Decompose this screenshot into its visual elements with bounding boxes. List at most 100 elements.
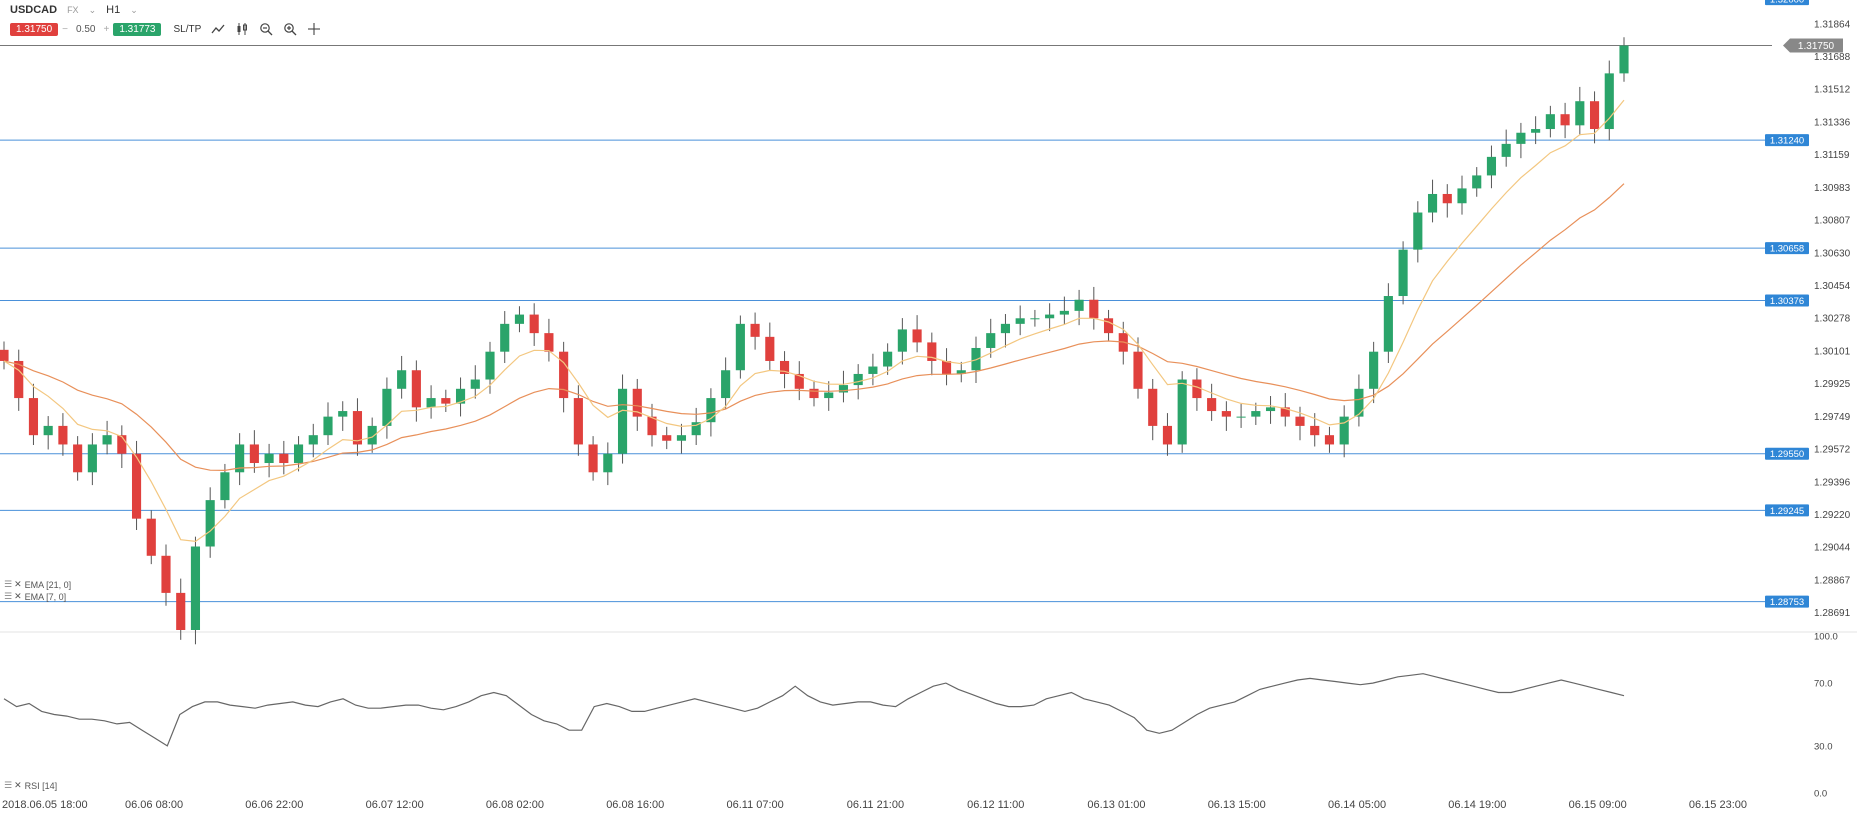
timeframe-selector[interactable]: H1 <box>106 4 121 16</box>
candle[interactable] <box>765 336 775 361</box>
candle[interactable] <box>514 314 525 324</box>
candle[interactable] <box>352 411 363 445</box>
candle[interactable] <box>927 342 937 361</box>
candle[interactable] <box>1442 193 1452 204</box>
candle[interactable] <box>721 370 731 399</box>
candle[interactable] <box>102 435 112 445</box>
hline-label-box[interactable] <box>1765 504 1809 517</box>
candle[interactable] <box>1501 143 1511 157</box>
candle[interactable] <box>883 351 893 367</box>
menu-icon[interactable]: ☰ <box>4 579 12 589</box>
candle[interactable] <box>1531 129 1541 133</box>
candle[interactable] <box>794 373 804 389</box>
rsi-line[interactable] <box>3 673 1625 747</box>
candle[interactable] <box>897 329 907 352</box>
ema21-line[interactable] <box>3 183 1625 472</box>
candle[interactable] <box>87 444 97 473</box>
buy-button[interactable]: 1.31773 <box>113 22 162 36</box>
close-icon[interactable]: ✕ <box>14 579 22 589</box>
candle[interactable] <box>308 435 318 445</box>
candle[interactable] <box>1207 398 1217 412</box>
line-chart-icon[interactable] <box>211 22 225 36</box>
hline-label-box[interactable] <box>1765 242 1809 255</box>
candle[interactable] <box>220 472 230 501</box>
candle[interactable] <box>1324 435 1335 445</box>
hline-label-box[interactable] <box>1765 595 1809 608</box>
candle[interactable] <box>1192 379 1202 399</box>
candle[interactable] <box>1427 193 1438 213</box>
candle[interactable] <box>1045 314 1055 319</box>
candle[interactable] <box>1604 73 1614 130</box>
candle[interactable] <box>367 425 377 445</box>
candle[interactable] <box>1089 299 1099 319</box>
candle[interactable] <box>1398 249 1408 297</box>
candle[interactable] <box>73 444 83 473</box>
candle[interactable] <box>986 333 996 348</box>
candle[interactable] <box>293 444 304 464</box>
candle[interactable] <box>603 453 613 473</box>
candle[interactable] <box>1177 379 1187 445</box>
candle[interactable] <box>1162 425 1173 445</box>
candle[interactable] <box>1000 323 1011 334</box>
candle[interactable] <box>28 398 39 436</box>
legend-rsi[interactable]: ☰ ✕ RSI [14] <box>4 780 57 791</box>
chevron-down-icon[interactable]: ⌄ <box>88 4 97 15</box>
legend-ema21[interactable]: ☰ ✕ EMA [21, 0] <box>4 579 71 590</box>
candle[interactable] <box>0 349 9 361</box>
candle[interactable] <box>1516 132 1526 144</box>
candle[interactable] <box>1059 310 1069 315</box>
symbol-name[interactable]: USDCAD <box>10 4 58 16</box>
candle[interactable] <box>176 592 186 630</box>
candle[interactable] <box>426 398 436 408</box>
legend-ema7[interactable]: ☰ ✕ EMA [7, 0] <box>4 591 66 602</box>
candle[interactable] <box>971 347 981 371</box>
candle[interactable] <box>1015 318 1025 324</box>
candle[interactable] <box>941 360 952 374</box>
ema7-line[interactable] <box>3 99 1625 543</box>
candle[interactable] <box>1339 416 1349 445</box>
candle[interactable] <box>1486 156 1497 176</box>
candle[interactable] <box>529 314 539 334</box>
candle[interactable] <box>1369 351 1379 389</box>
candle[interactable] <box>1575 101 1585 126</box>
decrease-quantity-button[interactable]: − <box>62 23 68 35</box>
candle[interactable] <box>43 425 53 436</box>
crosshair-icon[interactable] <box>307 22 321 36</box>
candle[interactable] <box>735 323 745 371</box>
candle[interactable] <box>617 388 628 454</box>
candle[interactable] <box>470 379 480 389</box>
candle[interactable] <box>1560 114 1570 126</box>
candle[interactable] <box>544 333 554 352</box>
candle[interactable] <box>1074 299 1084 311</box>
candle[interactable] <box>264 453 274 464</box>
candle[interactable] <box>1295 416 1305 426</box>
candle[interactable] <box>279 453 289 464</box>
candle[interactable] <box>838 385 849 393</box>
sltp-button[interactable]: SL/TP <box>173 23 202 35</box>
candle[interactable] <box>779 360 790 374</box>
chevron-down-icon[interactable]: ⌄ <box>130 4 138 15</box>
candle[interactable] <box>1221 411 1231 417</box>
candle[interactable] <box>1383 296 1393 352</box>
candle[interactable] <box>1236 416 1246 418</box>
candle[interactable] <box>131 453 142 519</box>
candle[interactable] <box>912 329 922 343</box>
candle[interactable] <box>1103 318 1114 334</box>
sell-button[interactable]: 1.31750 <box>10 22 59 36</box>
candle[interactable] <box>750 323 760 337</box>
close-icon[interactable]: ✕ <box>14 591 22 601</box>
candle[interactable] <box>1148 388 1158 426</box>
candle[interactable] <box>1413 212 1423 250</box>
menu-icon[interactable]: ☰ <box>4 780 12 790</box>
hline-label-box[interactable] <box>1765 447 1809 460</box>
candle[interactable] <box>573 398 583 445</box>
candle[interactable] <box>235 444 245 473</box>
candle[interactable] <box>676 435 687 441</box>
candle[interactable] <box>205 500 215 547</box>
candle[interactable] <box>1133 351 1143 389</box>
candle[interactable] <box>824 392 834 399</box>
candle[interactable] <box>146 518 156 556</box>
candle[interactable] <box>706 398 716 423</box>
